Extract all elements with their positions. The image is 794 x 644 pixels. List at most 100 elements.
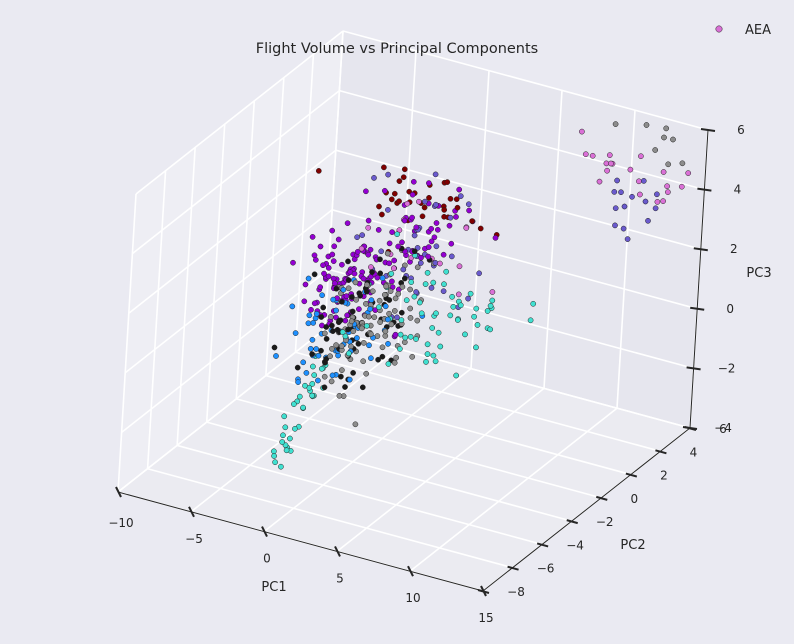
grid-x-floor: [263, 367, 472, 533]
data-point-turquoise-main: [450, 303, 457, 310]
data-point-orchid-cloud: [456, 263, 463, 270]
y-tick-label: 4: [690, 445, 698, 459]
data-point-black: [323, 336, 330, 342]
data-point-violet: [386, 260, 393, 267]
z-tick-mark: [693, 247, 708, 252]
data-point-gray: [407, 305, 414, 312]
pane-back: [325, 31, 708, 428]
data-point-violet: [386, 240, 393, 247]
data-point-black: [339, 298, 345, 305]
data-point-turquoise-main: [487, 302, 494, 309]
data-point-black: [345, 258, 351, 265]
grid-y-left: [294, 54, 315, 353]
data-point-slate-far: [618, 189, 624, 196]
data-point-violet: [335, 236, 342, 243]
data-point-violet-upper: [381, 187, 388, 194]
data-point-dodgerblue: [319, 292, 325, 299]
data-point-darkred: [396, 178, 403, 184]
data-point-turquoise-main: [403, 297, 410, 304]
data-point-violet: [312, 257, 319, 263]
grid-x-back: [397, 50, 417, 349]
z-tick-label: 6: [737, 123, 745, 137]
data-point-turquoise-tail: [271, 453, 277, 459]
data-point-turquoise-main: [432, 358, 439, 365]
data-point-violet-upper: [410, 178, 417, 185]
data-point-dodgerblue: [382, 303, 389, 310]
data-point-turquoise-main: [423, 359, 429, 365]
data-point-violet: [329, 227, 336, 234]
data-point-gray: [388, 321, 395, 328]
data-point-violet: [320, 262, 326, 269]
x-tick-label: −10: [108, 516, 133, 530]
data-point-dodgerblue: [346, 376, 353, 383]
data-point-gray: [360, 340, 367, 346]
data-point-violet: [301, 298, 308, 305]
grid-y-left: [117, 193, 137, 493]
grid-x-back: [616, 110, 636, 409]
data-point-turquoise-main: [443, 268, 450, 275]
data-point-gray: [352, 279, 359, 286]
pane-left: [118, 31, 343, 492]
data-point-slate-far: [621, 203, 628, 210]
z-axis-line: [689, 129, 709, 429]
data-point-slate-far: [612, 205, 619, 212]
data-point-turquoise-tail: [318, 365, 325, 372]
grid-z-left: [124, 209, 333, 374]
data-point-slate: [371, 175, 377, 181]
data-point-orchid-far: [627, 166, 634, 173]
data-point-black: [377, 256, 383, 263]
data-point-darkred: [396, 198, 402, 205]
grid-y-floor: [265, 374, 632, 476]
data-point-dodgerblue: [335, 352, 341, 359]
data-point-turquoise-main: [413, 336, 419, 342]
data-point-slate: [476, 270, 482, 277]
data-point-dodgerblue: [309, 336, 316, 343]
data-point-gray: [352, 421, 359, 428]
z-axis-label: PC3: [746, 266, 771, 281]
data-point-slate: [465, 201, 472, 208]
data-point-gray: [384, 250, 391, 257]
data-point-slate: [440, 288, 447, 295]
data-point-turquoise-main: [394, 231, 400, 238]
y-tick-label: 6: [719, 422, 727, 436]
x-tick-mark: [188, 506, 195, 518]
data-point-slate: [433, 201, 439, 208]
axis-panes: [118, 31, 708, 591]
data-point-dodgerblue: [333, 307, 339, 314]
data-point-orchid-far: [638, 153, 644, 160]
data-point-gray: [386, 310, 392, 317]
data-point-violet: [354, 248, 361, 255]
data-points: [271, 121, 692, 470]
data-point-violet: [330, 275, 337, 282]
data-point-gray: [407, 286, 413, 293]
data-point-gray: [407, 315, 414, 321]
data-point-gray: [391, 308, 398, 314]
data-point-dodgerblue: [313, 310, 320, 317]
data-point-gray: [395, 290, 402, 297]
data-point-black: [337, 317, 344, 324]
data-point-slate-far: [611, 189, 618, 195]
data-point-turquoise-main: [484, 308, 491, 314]
data-point-gray: [353, 296, 360, 303]
data-point-turquoise-tail: [278, 463, 284, 470]
data-point-turquoise-main: [416, 299, 423, 306]
grid-y-floor: [236, 398, 602, 499]
data-point-violet-upper: [395, 243, 402, 250]
data-point-darkred: [381, 164, 387, 171]
grid-z-back: [339, 89, 705, 191]
data-point-black: [338, 373, 344, 380]
data-point-turquoise-main: [471, 313, 477, 320]
data-point-gray: [368, 331, 374, 337]
data-point-turquoise-main: [346, 350, 352, 357]
data-point-violet: [331, 243, 338, 250]
data-point-violet: [392, 331, 399, 338]
data-point-turquoise-main: [467, 290, 474, 297]
data-point-turquoise-tail: [272, 459, 278, 466]
grid-x-back: [543, 90, 563, 389]
data-point-slate-far: [612, 222, 618, 229]
data-point-dodgerblue: [313, 346, 320, 352]
y-axis-label: PC2: [620, 538, 645, 553]
data-point-violet: [321, 270, 327, 277]
